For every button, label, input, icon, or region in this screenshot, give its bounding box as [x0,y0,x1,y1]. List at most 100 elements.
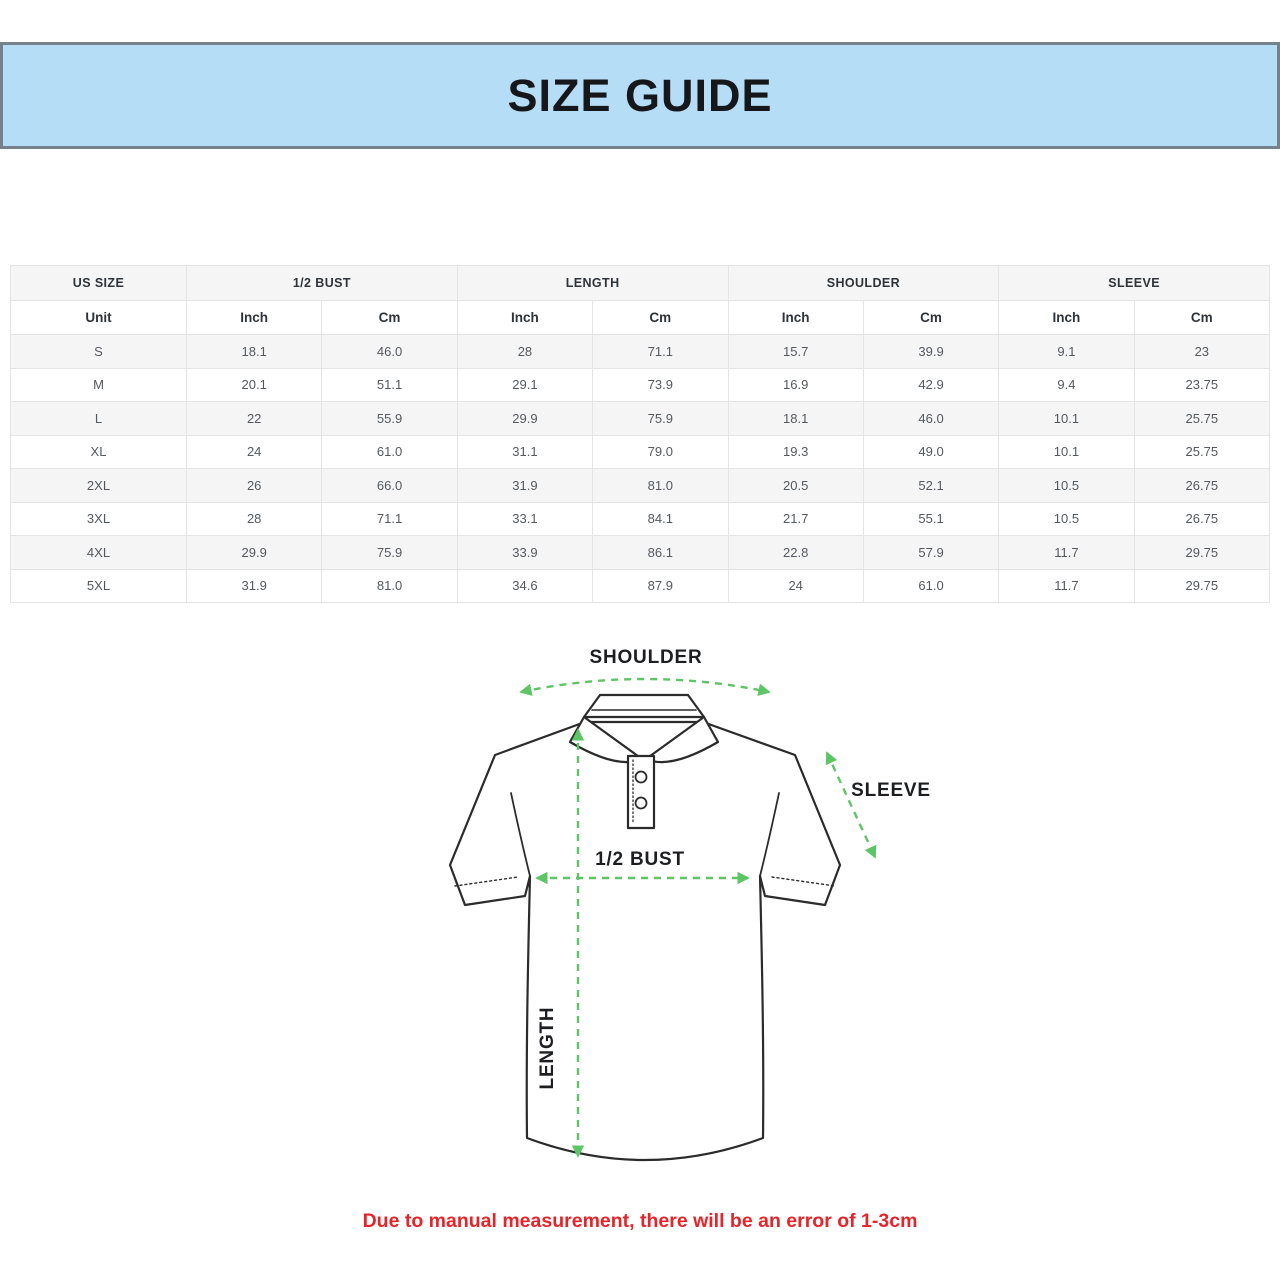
value-cell: 21.7 [727,501,864,536]
size-row: 3XL 28 71.1 33.1 84.1 21.7 55.1 10.5 26.75 [10,501,1271,536]
size-cell: M [10,367,187,402]
value-cell: 55.1 [862,501,1000,536]
value-cell: 22 [185,401,323,436]
value-cell: 71.1 [321,501,458,536]
size-row: L 22 55.9 29.9 75.9 18.1 46.0 10.1 25.75 [10,401,1271,436]
unit-header: Cm [1133,300,1271,335]
shoulder-arrow [519,677,771,696]
value-cell: 49.0 [862,434,1000,469]
value-cell: 25.75 [1133,434,1271,469]
value-cell: 25.75 [1133,401,1271,436]
value-cell: 57.9 [862,535,1000,570]
size-row: 5XL 31.9 81.0 34.6 87.9 24 61.0 11.7 29.75 [10,568,1271,603]
value-cell: 29.75 [1133,535,1271,570]
column-group-header: LENGTH [456,265,729,301]
value-cell: 61.0 [862,568,1000,603]
value-cell: 10.5 [998,468,1135,503]
shirt-body [448,720,842,1162]
value-cell: 26.75 [1133,501,1271,536]
unit-header: Unit [10,300,187,335]
value-cell: 42.9 [862,367,1000,402]
value-cell: 16.9 [727,367,864,402]
value-cell: 23 [1133,334,1271,369]
value-cell: 86.1 [592,535,729,570]
value-cell: 29.1 [456,367,594,402]
value-cell: 10.1 [998,434,1135,469]
value-cell: 18.1 [727,401,864,436]
value-cell: 75.9 [321,535,458,570]
column-group-header: SHOULDER [727,265,1000,301]
unit-header: Cm [321,300,458,335]
value-cell: 81.0 [592,468,729,503]
value-cell: 66.0 [321,468,458,503]
value-cell: 52.1 [862,468,1000,503]
column-group-header: SLEEVE [998,265,1270,301]
sleeve-label: SLEEVE [851,780,931,801]
value-cell: 31.9 [185,568,323,603]
value-cell: 24 [185,434,323,469]
value-cell: 81.0 [321,568,458,603]
value-cell: 11.7 [998,568,1135,603]
value-cell: 19.3 [727,434,864,469]
value-cell: 26 [185,468,323,503]
unit-header: Inch [456,300,594,335]
value-cell: 46.0 [321,334,458,369]
value-cell: 20.1 [185,367,323,402]
value-cell: 31.1 [456,434,594,469]
unit-header: Inch [998,300,1135,335]
half-bust-label: 1/2 BUST [595,849,685,870]
right-armhole-seam [759,792,780,877]
size-table-head: US SIZE 1/2 BUST LENGTH SHOULDER SLEEVE Unit I… [10,265,1271,335]
unit-header: Cm [592,300,729,335]
size-cell: 3XL [10,501,187,536]
size-row: S 18.1 46.0 28 71.1 15.7 39.9 9.1 23 [10,334,1271,369]
value-cell: 51.1 [321,367,458,402]
value-cell: 73.9 [592,367,729,402]
value-cell: 33.9 [456,535,594,570]
page-title: SIZE GUIDE [507,69,773,121]
value-cell: 15.7 [727,334,864,369]
shirt-measurement-diagram: SHOULDER SLEEVE 1/2 BUST LENGTH [448,647,931,1162]
unit-header: Cm [862,300,1000,335]
left-armhole-seam [510,792,531,877]
value-cell: 28 [185,501,323,536]
value-cell: 33.1 [456,501,594,536]
size-table: US SIZE 1/2 BUST LENGTH SHOULDER SLEEVE Unit I… [10,265,1271,603]
value-cell: 61.0 [321,434,458,469]
value-cell: 28 [456,334,594,369]
unit-header: Inch [185,300,323,335]
value-cell: 22.8 [727,535,864,570]
size-cell: L [10,401,187,436]
value-cell: 26.75 [1133,468,1271,503]
value-cell: 9.1 [998,334,1135,369]
value-cell: 55.9 [321,401,458,436]
value-cell: 11.7 [998,535,1135,570]
value-cell: 29.9 [456,401,594,436]
value-cell: 9.4 [998,367,1135,402]
value-cell: 23.75 [1133,367,1271,402]
value-cell: 29.75 [1133,568,1271,603]
shoulder-label: SHOULDER [589,647,702,668]
value-cell: 71.1 [592,334,729,369]
column-group-header: 1/2 BUST [186,265,458,301]
right-sleeve-stitch [771,876,836,887]
size-table-body: S 18.1 46.0 28 71.1 15.7 39.9 9.1 23 M 20.1 51.1 29.… [10,334,1271,603]
column-group-header: US SIZE [10,265,187,301]
sleeve-arrow [825,751,877,859]
value-cell: 18.1 [185,334,323,369]
value-cell: 79.0 [592,434,729,469]
length-label: LENGTH [537,1007,558,1090]
size-row: 4XL 29.9 75.9 33.9 86.1 22.8 57.9 11.7 29.75 [10,535,1271,570]
polo-shirt-outline [448,693,842,1162]
button-top [634,770,648,784]
size-row: M 20.1 51.1 29.1 73.9 16.9 42.9 9.4 23.75 [10,367,1271,402]
button-bottom [634,796,648,810]
value-cell: 34.6 [456,568,594,603]
value-cell: 31.9 [456,468,594,503]
size-cell: 2XL [10,468,187,503]
value-cell: 24 [727,568,864,603]
size-row: XL 24 61.0 31.1 79.0 19.3 49.0 10.1 25.75 [10,434,1271,469]
banner: SIZE GUIDE [0,42,1280,149]
left-sleeve-stitch [454,876,519,887]
